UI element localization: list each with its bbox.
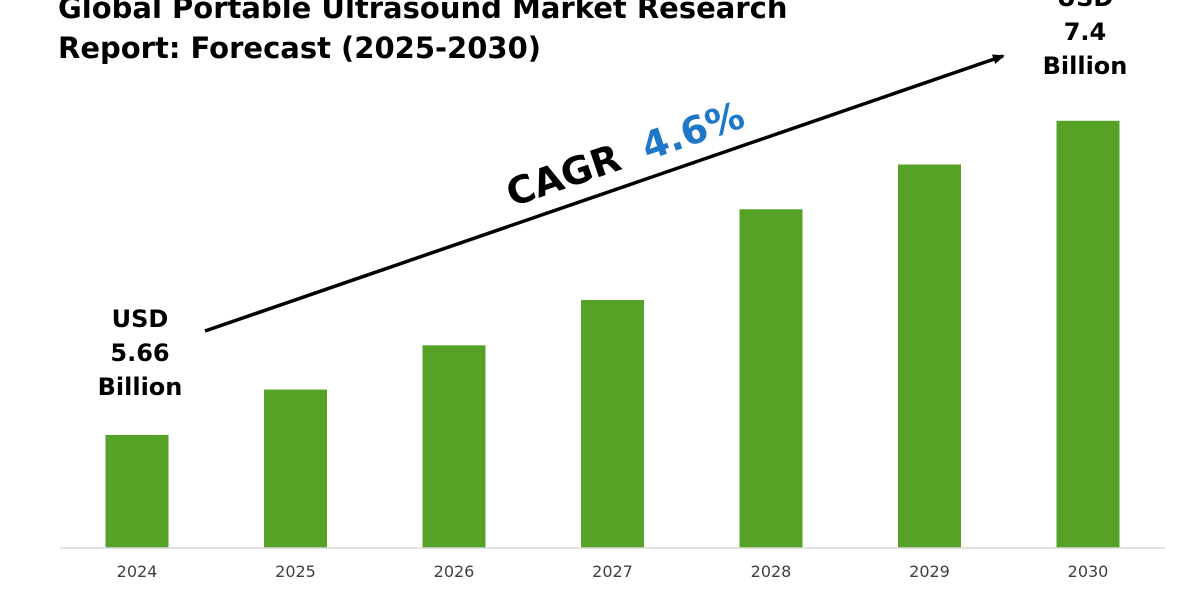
bar-2030 xyxy=(1056,120,1120,549)
bars-group xyxy=(105,120,1120,549)
bar-2024 xyxy=(105,434,169,548)
x-tick-label-2026: 2026 xyxy=(434,562,475,581)
end-callout-line-2: 7.4 xyxy=(1064,18,1107,46)
bar-2028 xyxy=(739,209,803,548)
end-value-callout: USD 7.4 Billion xyxy=(1043,0,1128,80)
x-tick-label-2028: 2028 xyxy=(751,562,792,581)
start-value-callout: USD 5.66 Billion xyxy=(98,305,183,401)
start-callout-line-1: USD xyxy=(112,305,169,333)
end-callout-line-1: USD xyxy=(1057,0,1114,12)
bar-2025 xyxy=(264,389,327,548)
x-tick-label-2024: 2024 xyxy=(117,562,158,581)
cagr-trend-arrow xyxy=(204,54,1005,333)
cagr-annotation: CAGR 4.6% xyxy=(501,93,750,215)
start-callout-line-3: Billion xyxy=(98,373,183,401)
x-tick-label-2029: 2029 xyxy=(909,562,950,581)
bar-2026 xyxy=(422,345,486,548)
x-tick-label-2030: 2030 xyxy=(1068,562,1109,581)
bar-2029 xyxy=(898,164,961,548)
bar-2027 xyxy=(581,299,644,548)
chart-title: Global Portable Ultrasound Market Resear… xyxy=(58,0,788,65)
cagr-value: 4.6% xyxy=(636,93,750,169)
cagr-label: CAGR xyxy=(501,136,627,216)
x-tick-label-2025: 2025 xyxy=(275,562,316,581)
x-tick-label-2027: 2027 xyxy=(592,562,633,581)
start-callout-line-2: 5.66 xyxy=(110,339,169,367)
end-callout-line-3: Billion xyxy=(1043,52,1128,80)
tick-labels-group: 2024 2025 2026 2027 2028 2029 2030 xyxy=(117,562,1109,581)
